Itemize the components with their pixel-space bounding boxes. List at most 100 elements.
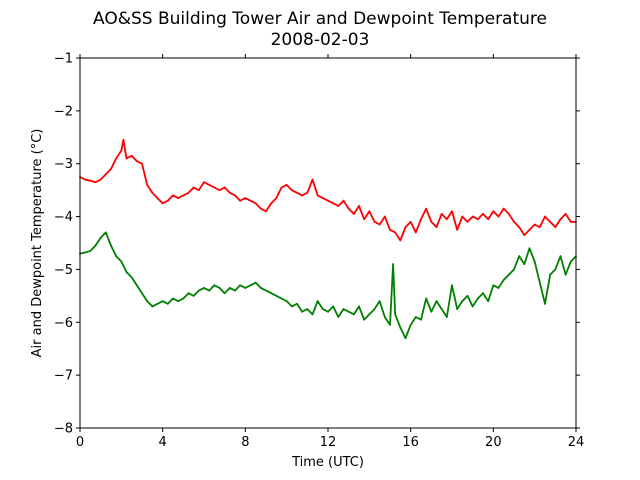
data-point: [327, 310, 329, 313]
data-point: [84, 178, 87, 181]
y-tick-label: −6: [54, 316, 73, 331]
series-0: [79, 139, 577, 242]
data-point: [399, 239, 402, 242]
data-point: [347, 310, 350, 313]
data-point: [538, 226, 541, 229]
data-point: [476, 297, 479, 300]
data-point: [327, 199, 329, 202]
data-point: [425, 207, 428, 210]
data-point: [234, 194, 236, 197]
data-point: [368, 210, 371, 213]
data-point: [523, 263, 526, 266]
data-point: [94, 244, 97, 247]
data-point: [435, 300, 438, 303]
data-point: [347, 207, 350, 210]
x-tick-label: 4: [159, 435, 167, 450]
data-point: [280, 297, 283, 300]
data-point: [518, 255, 521, 258]
data-point: [166, 302, 169, 305]
data-point: [99, 178, 102, 181]
data-point: [146, 183, 149, 186]
data-point: [249, 199, 252, 202]
data-point: [290, 189, 293, 192]
data-point: [564, 213, 567, 215]
data-point: [383, 215, 386, 218]
data-point: [94, 181, 97, 184]
data-point: [151, 191, 154, 194]
data-point: [523, 234, 526, 236]
data-point: [440, 308, 443, 310]
data-point: [528, 228, 531, 231]
data-point: [156, 302, 159, 305]
x-tick-label: 20: [485, 435, 502, 450]
data-point: [482, 292, 484, 295]
plot-frame: [79, 57, 577, 429]
data-point: [430, 220, 433, 223]
data-point: [99, 236, 102, 239]
data-point: [497, 287, 500, 289]
series-line-1: [79, 231, 577, 340]
data-point: [420, 218, 422, 221]
data-point: [352, 313, 355, 316]
data-point: [569, 260, 572, 263]
data-point: [389, 324, 391, 326]
data-point: [223, 186, 226, 189]
data-point: [533, 223, 536, 226]
data-point: [425, 297, 428, 300]
data-point: [130, 276, 133, 279]
x-tick-label: 12: [320, 435, 337, 450]
data-point: [507, 213, 510, 215]
series-line-0: [79, 139, 576, 242]
data-point: [89, 250, 92, 252]
data-point: [394, 313, 397, 316]
data-point: [275, 197, 278, 199]
data-point: [440, 213, 443, 215]
data-point: [538, 281, 541, 284]
data-point: [549, 273, 552, 276]
data-point: [358, 205, 360, 207]
data-point: [368, 313, 371, 316]
y-tick-label: −1: [54, 52, 73, 67]
data-point: [177, 300, 180, 303]
data-point: [228, 191, 231, 194]
data-point: [420, 318, 422, 321]
data-point: [487, 218, 490, 221]
data-point: [161, 300, 164, 303]
data-point: [208, 183, 211, 186]
data-point: [389, 228, 391, 231]
data-point: [296, 302, 298, 305]
data-point: [141, 292, 143, 295]
data-point: [445, 316, 448, 318]
data-point: [451, 210, 453, 213]
data-point: [285, 183, 288, 186]
y-tick-label: −2: [54, 104, 73, 119]
data-point: [507, 273, 510, 276]
y-tick-label: −4: [54, 210, 73, 225]
x-tick-label: 16: [402, 435, 419, 450]
data-point: [492, 210, 495, 213]
data-point: [383, 316, 386, 318]
data-point: [172, 194, 174, 197]
x-tick-label: 24: [568, 435, 585, 450]
data-point: [414, 231, 417, 234]
x-tick-label: 8: [241, 435, 249, 450]
data-point: [549, 220, 552, 223]
data-point: [487, 300, 490, 303]
data-point: [544, 302, 546, 305]
data-point: [513, 220, 515, 223]
data-point: [404, 226, 407, 229]
data-point: [569, 220, 572, 223]
data-point: [104, 231, 107, 234]
data-point: [430, 310, 433, 313]
data-point: [404, 337, 407, 340]
data-point: [151, 305, 154, 308]
series-layer: [79, 139, 577, 340]
data-point: [280, 186, 283, 189]
data-point: [110, 168, 112, 170]
data-point: [316, 194, 319, 197]
data-point: [332, 305, 335, 308]
data-point: [254, 281, 257, 284]
data-point: [497, 215, 500, 218]
data-point: [409, 220, 412, 223]
